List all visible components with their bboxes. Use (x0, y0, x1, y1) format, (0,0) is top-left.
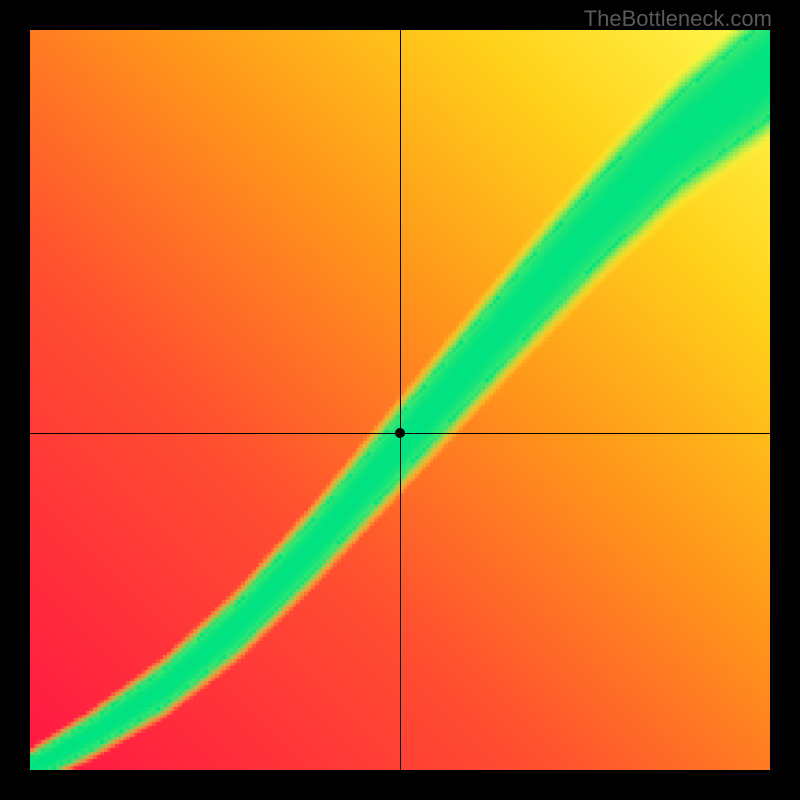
plot-frame (30, 30, 770, 770)
bottleneck-marker (395, 428, 405, 438)
crosshair-vertical (400, 30, 401, 770)
watermark-text: TheBottleneck.com (584, 6, 772, 32)
